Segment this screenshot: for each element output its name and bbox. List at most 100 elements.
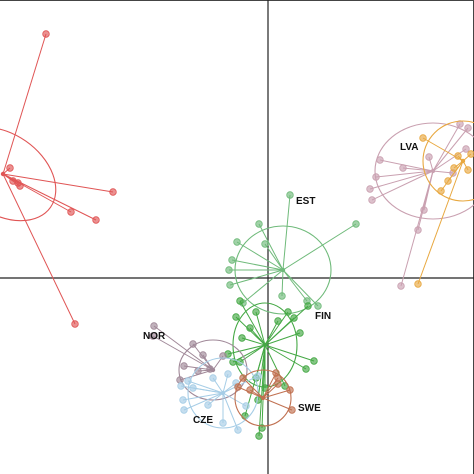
label-fin: FIN [315,311,331,322]
spoke-est [258,223,284,271]
series-lva: LVA [366,120,474,290]
series-est: EST [225,191,360,315]
spoke-cze [180,385,224,394]
point-lva [414,226,422,234]
spoke-est [229,269,284,286]
ellipse-lva [374,122,474,220]
point-fin [246,324,254,332]
point-group-1 [42,30,50,38]
point-lva [464,124,472,132]
centroid-group-1 [0,171,6,177]
spoke-lva [369,170,434,190]
label-nor: NOR [143,331,166,342]
point-nor [180,362,188,370]
spoke-lva [379,159,434,172]
spoke-fin [264,311,289,346]
point-est [225,266,233,274]
point-nor [199,351,207,359]
centroid-cze [220,390,226,396]
spoke-swe [262,389,291,399]
point-est [314,302,322,310]
point-fin [232,313,240,321]
point-lva [368,196,376,204]
point-est [255,220,263,228]
spoke-lva [375,170,434,178]
spoke-est [282,223,357,271]
point-est [226,281,234,289]
point-cze [234,426,242,434]
point-group-3 [454,152,462,160]
point-cze [189,384,197,392]
spoke-group-1 [2,173,76,325]
point-lva [376,156,384,164]
spoke-fin [241,337,266,346]
centroid-nor [210,367,216,373]
point-est [261,240,269,248]
centroid-swe [260,395,266,401]
point-group-1 [67,208,75,216]
spoke-fin [264,320,279,346]
point-group-1 [109,188,117,196]
spoke-cze [222,392,239,431]
point-nor [194,367,202,375]
centroid-est [280,267,286,273]
point-cze [209,374,217,382]
spoke-fin [227,344,266,355]
point-swe [274,374,282,382]
point-fin [236,297,244,305]
spoke-fin [264,332,301,346]
spoke-fin [257,344,266,401]
point-swe [288,406,296,414]
spoke-est [231,259,284,271]
point-lva [462,145,470,153]
spoke-fin [258,344,266,437]
spoke-nor [153,325,214,371]
point-group-3 [450,164,458,172]
spoke-fin [264,344,307,370]
point-fin [284,308,292,316]
spoke-fin [249,327,266,346]
point-cze [219,419,227,427]
spoke-fin [239,344,266,363]
label-lva: LVA [400,142,419,153]
point-fin [302,365,310,373]
series-layer: LVA EST FIN NOR CZE SWE [0,30,474,440]
point-cze [179,396,187,404]
spoke-lva [432,123,461,172]
label-est: EST [296,196,315,207]
point-lva [399,164,407,172]
spoke-est [281,269,284,297]
point-group-3 [419,134,427,142]
spoke-fin [255,311,266,346]
point-swe [246,386,254,394]
point-group-1 [71,320,79,328]
point-nor [189,340,197,348]
point-fin [274,317,282,325]
spoke-group-3 [417,160,464,285]
point-swe [239,374,247,382]
spoke-group-1 [2,33,47,175]
spoke-cze [182,392,224,401]
point-group-1 [6,164,14,172]
point-cze [242,402,250,410]
point-group-3 [414,280,422,288]
spoke-fin [239,300,266,346]
spoke-group-3 [440,160,464,192]
point-nor [149,332,157,340]
point-fin [238,334,246,342]
point-cze [180,406,188,414]
ellipse-group-3 [422,120,474,202]
point-lva [425,153,433,161]
spoke-lva [402,167,434,172]
point-group-1 [92,216,100,224]
point-est [352,220,360,228]
series-cze: CZE [177,357,262,434]
point-group-3 [444,177,452,185]
centroid-group-3 [460,158,466,164]
label-swe: SWE [298,403,321,414]
point-group-1 [9,177,17,185]
ellipse-group-1 [0,126,57,222]
spoke-cze [187,380,224,394]
